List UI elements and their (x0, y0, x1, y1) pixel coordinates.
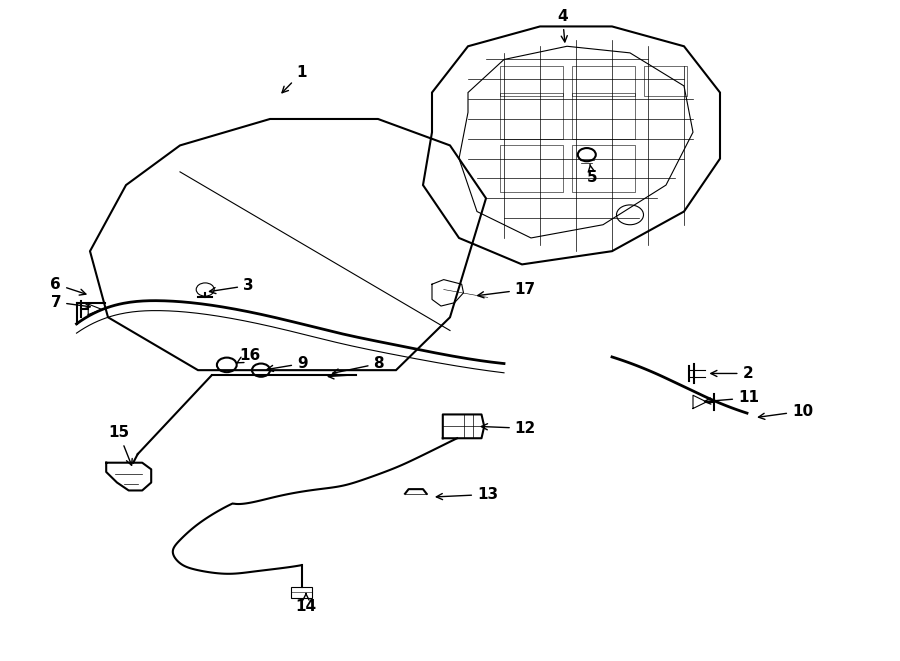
Text: 5: 5 (587, 164, 598, 184)
Text: 12: 12 (482, 421, 536, 436)
Text: 9: 9 (267, 356, 308, 371)
Text: 2: 2 (711, 366, 753, 381)
Bar (644, 66, 687, 96)
Text: 7: 7 (50, 295, 90, 309)
Bar (291, 587, 312, 598)
Bar (500, 145, 562, 192)
Text: 15: 15 (108, 426, 132, 465)
Text: 1: 1 (282, 65, 307, 93)
Bar (572, 93, 634, 139)
Bar (572, 145, 634, 192)
Text: 10: 10 (759, 404, 813, 419)
Text: 11: 11 (705, 391, 759, 405)
Text: 16: 16 (237, 348, 261, 363)
Text: 3: 3 (210, 278, 254, 293)
Text: 17: 17 (478, 282, 536, 298)
Bar (572, 66, 634, 96)
Text: 14: 14 (295, 594, 317, 614)
Text: 4: 4 (557, 9, 568, 42)
Text: 8: 8 (333, 356, 384, 375)
Bar (500, 93, 562, 139)
Text: 13: 13 (436, 487, 498, 502)
Text: 6: 6 (50, 277, 86, 295)
Bar (500, 66, 562, 96)
